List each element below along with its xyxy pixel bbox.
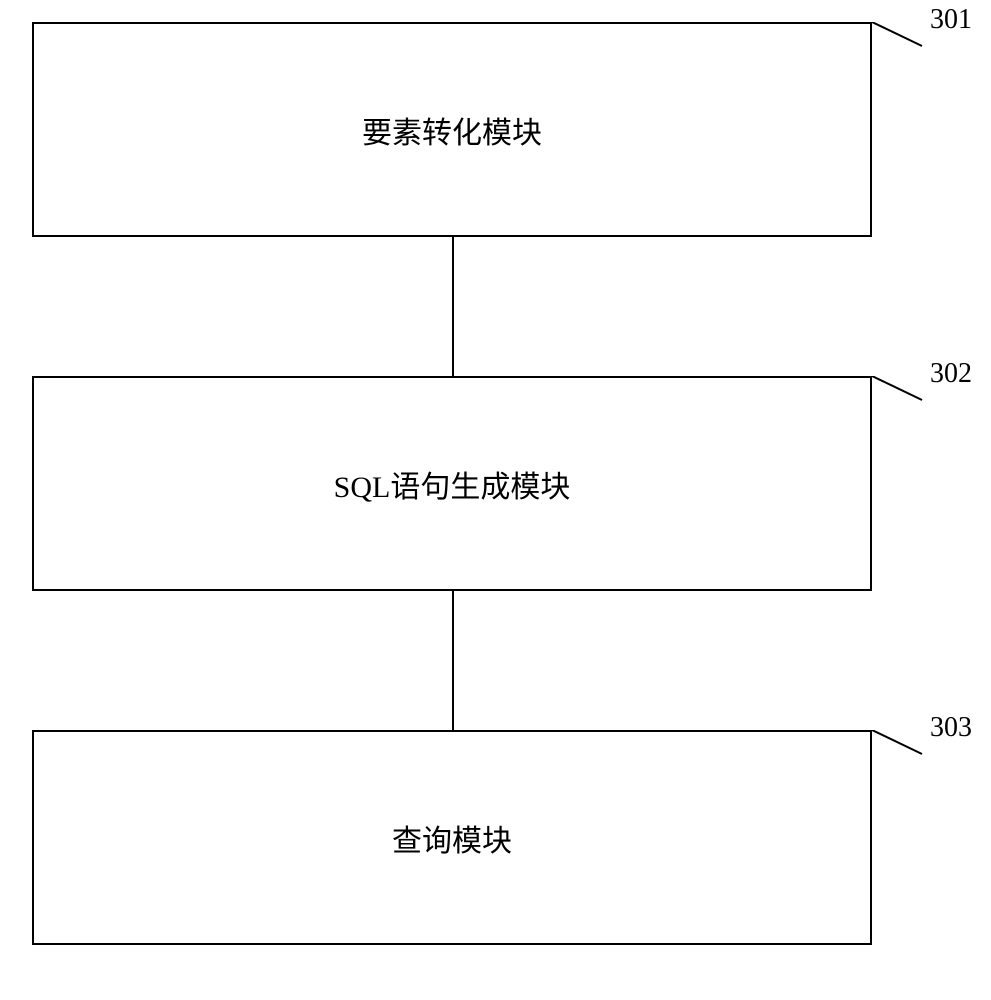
block-label-2: SQL语句生成模块 [334,462,571,506]
connector-1-2 [452,237,454,376]
block-number-2: 302 [930,358,972,390]
block-query: 查询模块 [32,730,872,945]
connector-2-3 [452,591,454,730]
block-label-1: 要素转化模块 [362,108,542,152]
leader-line-1 [872,22,932,52]
block-label-3: 查询模块 [392,816,512,860]
leader-line-2 [872,376,932,406]
block-number-1: 301 [930,4,972,36]
block-sql-generator: SQL语句生成模块 [32,376,872,591]
block-number-3: 303 [930,712,972,744]
flowchart-diagram: 要素转化模块 301 SQL语句生成模块 302 查询模块 303 [0,0,991,1000]
block-element-transform: 要素转化模块 [32,22,872,237]
leader-line-3 [872,730,932,760]
